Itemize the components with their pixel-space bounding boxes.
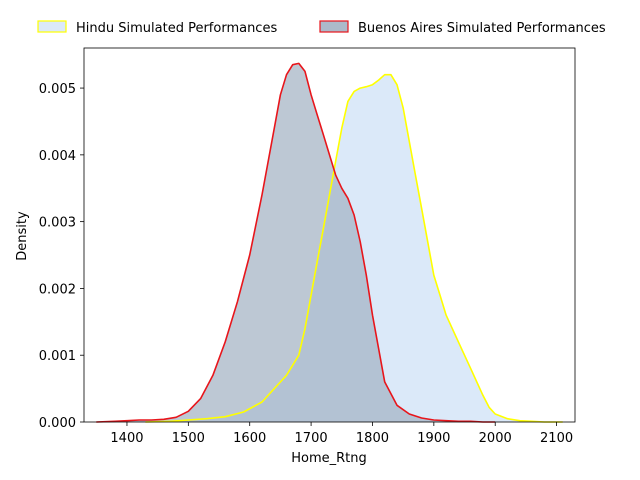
legend-label-1: Hindu Simulated Performances [76,21,277,36]
series-line-1 [145,73,563,423]
x-tick-label: 2100 [540,431,573,446]
series-line-2 [96,62,496,423]
x-axis-label: Home_Rtng [291,451,367,466]
legend-swatch-2 [319,20,349,33]
x-tick-label: 1900 [417,431,450,446]
legend-label-2: Buenos Aires Simulated Performances [358,21,606,36]
y-tick-label: 0.000 [39,416,76,431]
y-tick-label: 0.003 [39,216,76,231]
series-area-2 [96,63,496,423]
y-tick-label: 0.002 [39,282,76,297]
x-tick-label: 1500 [172,431,205,446]
legend: Hindu Simulated Performances Buenos Aires… [37,20,606,36]
plot-area [96,62,563,423]
x-tick-label: 1700 [295,431,328,446]
y-tick-label: 0.005 [39,82,76,97]
x-tick-label: 1400 [110,431,143,446]
x-tick-label: 1600 [233,431,266,446]
plot-frame [83,47,576,423]
y-tick-label: 0.004 [39,149,76,164]
x-tick-label: 1800 [356,431,389,446]
y-axis-label: Density [15,211,30,261]
y-tick-label: 0.001 [39,349,76,364]
legend-swatch-1 [37,20,67,33]
axes: 1400 1500 1600 1700 1800 1900 2000 2100 0.000 0.0… [39,47,576,446]
x-tick-label: 2000 [479,431,512,446]
